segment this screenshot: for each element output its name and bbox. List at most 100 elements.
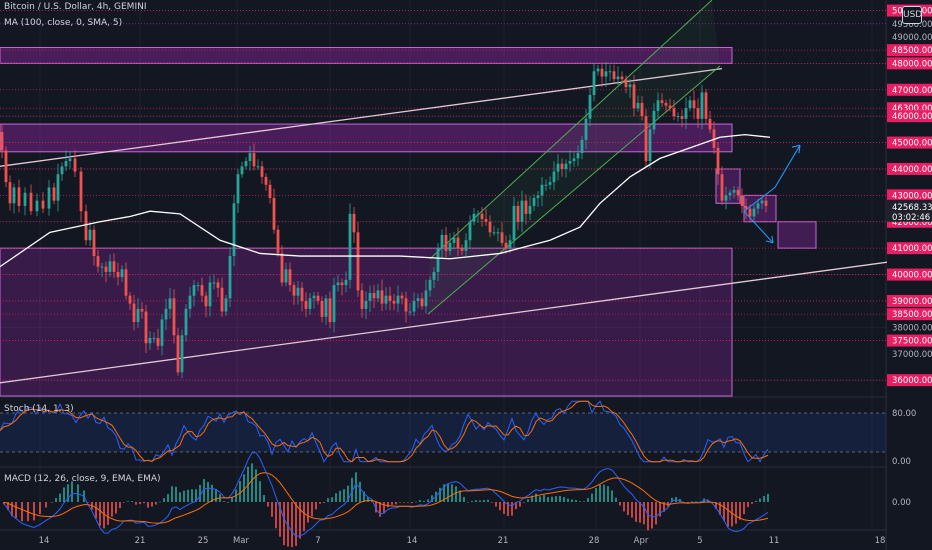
macd-histogram-bar (511, 502, 513, 516)
macd-histogram-bar (759, 498, 761, 502)
macd-histogram-bar (479, 500, 481, 502)
macd-histogram-bar (243, 474, 245, 502)
macd-histogram-bar (155, 502, 157, 505)
candle-body (676, 116, 680, 118)
candle-body (220, 287, 224, 312)
candle-body (364, 300, 368, 309)
candle-body (136, 308, 140, 323)
stoch-d-line (0, 400, 769, 463)
candle-body (584, 118, 588, 140)
macd-histogram-bar (443, 484, 445, 502)
macd-histogram-bar (543, 495, 545, 502)
y-tick-label-0: 49500.00 (892, 20, 932, 30)
macd-histogram-bar (419, 500, 421, 502)
macd-histogram-bar (99, 502, 101, 526)
macd-histogram-bar (187, 489, 189, 502)
target-box-lower (777, 221, 817, 249)
candle-body (564, 163, 568, 169)
candle-body (92, 229, 96, 257)
candle-body (164, 308, 168, 320)
candle-body (160, 319, 164, 346)
candle-body (624, 79, 628, 88)
candle-body (268, 184, 272, 198)
macd-histogram-bar (407, 502, 409, 503)
candle-body (124, 269, 128, 296)
macd-histogram-bar (427, 499, 429, 502)
candle-body (228, 256, 232, 299)
projection-up (743, 144, 801, 212)
candle-body (596, 68, 600, 72)
candle-body (29, 192, 33, 212)
macd-histogram-bar (355, 472, 357, 502)
candle-body (284, 269, 288, 283)
candle-body (764, 200, 768, 206)
candle-body (440, 234, 444, 249)
currency-badge[interactable]: USD (902, 6, 922, 24)
macd-histogram-bar (743, 502, 745, 515)
candle-body (512, 205, 516, 241)
macd-histogram-bar (147, 502, 149, 508)
level-tag-12 (887, 294, 932, 307)
candle-body (300, 287, 304, 301)
level-tag-label-2: 48000.00 (892, 59, 932, 69)
macd-histogram-bar (379, 502, 381, 517)
stoch-legend[interactable]: Stoch (14, 1, 3) (4, 404, 74, 414)
candle-body (516, 205, 520, 222)
macd-histogram-bar (119, 502, 121, 509)
ma-legend[interactable]: MA (100, close, 0, SMA, 5) (4, 18, 123, 28)
macd-histogram-bar (107, 502, 109, 525)
projection-down-arrowhead (765, 235, 774, 244)
candle-body (168, 298, 172, 309)
macd-histogram-bar (359, 481, 361, 502)
macd-histogram-bar (503, 502, 505, 514)
candle-body (704, 92, 708, 119)
channel-top-line (429, 0, 713, 260)
candle-body (536, 195, 540, 198)
candle-body (688, 100, 692, 109)
macd-line (3, 452, 769, 537)
candle-body (212, 282, 216, 284)
macd-histogram-bar (227, 502, 229, 503)
macd-histogram-bar (491, 502, 493, 503)
macd-histogram-bar (199, 484, 201, 502)
candle-body (412, 300, 416, 312)
macd-histogram-bar (343, 489, 345, 502)
macd-histogram-bar (635, 502, 637, 522)
candle-body (448, 242, 452, 251)
macd-histogram-bar (271, 502, 273, 517)
macd-histogram-bar (115, 502, 117, 514)
macd-histogram-bar (651, 502, 653, 529)
x-tick-label-4: 7 (315, 536, 320, 546)
macd-histogram-bar (603, 484, 605, 502)
candle-body (660, 100, 664, 103)
level-tag-3 (887, 83, 932, 96)
macd-histogram-bar (487, 499, 489, 502)
candle-body (544, 184, 548, 186)
x-tick-label-10: 11 (769, 536, 780, 546)
macd-histogram-bar (467, 501, 469, 503)
candle-body (272, 198, 276, 230)
macd-histogram-bar (499, 502, 501, 511)
target-box-upper (715, 168, 741, 204)
candle-body (756, 203, 760, 209)
candle-body (340, 282, 344, 286)
candle-body (576, 153, 580, 159)
candle-body (644, 116, 648, 162)
macd-histogram-bar (755, 500, 757, 502)
macd-histogram-bar (15, 502, 17, 519)
level-tag-label-9: 42000.00 (892, 218, 932, 228)
candle-body (664, 102, 668, 106)
macd-histogram-bar (159, 501, 161, 503)
candle-body (120, 269, 124, 278)
symbol-legend[interactable]: Bitcoin / U.S. Dollar, 4h, GEMINI (4, 2, 147, 12)
candle-body (720, 174, 724, 201)
ma100-line (0, 133, 771, 268)
macd-histogram-bar (659, 502, 661, 517)
x-tick-label-0: 14 (39, 536, 50, 546)
level-tag-label-6: 45000.00 (892, 139, 932, 149)
macd-legend[interactable]: MACD (12, 26, close, 9, EMA, EMA) (4, 474, 161, 484)
candle-body (88, 229, 92, 241)
macd-histogram-bar (11, 502, 13, 517)
macd-histogram-bar (335, 493, 337, 502)
